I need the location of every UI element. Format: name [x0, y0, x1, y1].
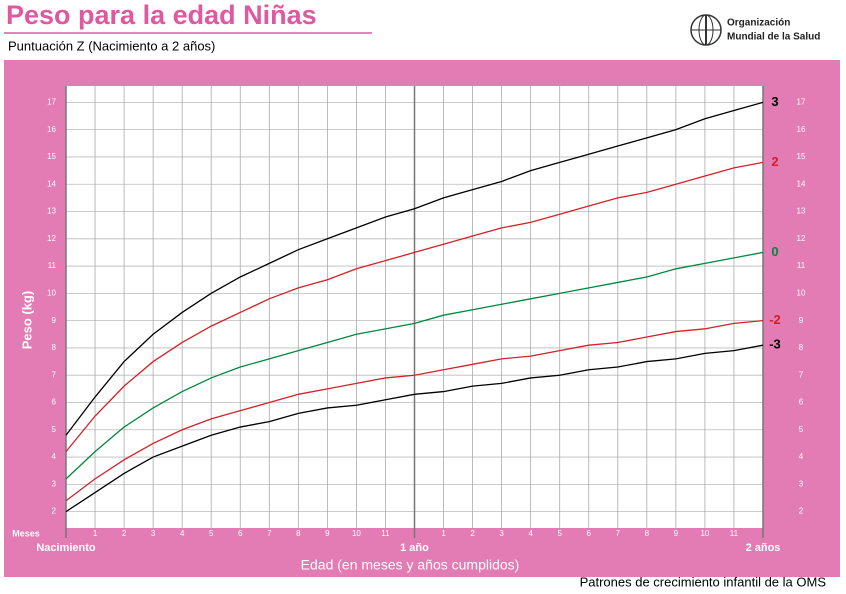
y-tick-label: 2 — [799, 507, 804, 516]
x-tick-label: 8 — [645, 529, 650, 538]
y-tick-label: 17 — [797, 97, 806, 106]
y-tick-label: 5 — [799, 425, 804, 434]
y-tick-label: 15 — [47, 152, 56, 161]
y-tick-label: 10 — [47, 288, 56, 297]
y-tick-label: 16 — [797, 125, 806, 134]
y-tick-label: 6 — [799, 398, 804, 407]
y-tick-label: 3 — [799, 479, 804, 488]
x-tick-label: 7 — [616, 529, 621, 538]
x-tick-label: 4 — [528, 529, 533, 538]
x-tick-label: 3 — [151, 529, 156, 538]
org-name: Mundial de la Salud — [727, 32, 820, 43]
y-tick-label: 9 — [799, 316, 804, 325]
x-tick-label: 9 — [674, 529, 679, 538]
y-tick-label: 14 — [47, 179, 56, 188]
y-tick-label: 13 — [47, 207, 56, 216]
y-tick-label: 8 — [799, 343, 804, 352]
org-name: Organización — [727, 18, 790, 29]
x-tick-label: 9 — [325, 529, 330, 538]
year-tick-label: 2 años — [746, 542, 781, 554]
x-tick-label: 5 — [209, 529, 214, 538]
x-tick-label: 10 — [700, 529, 709, 538]
x-tick-label: 2 — [122, 529, 127, 538]
y-tick-label: 14 — [797, 179, 806, 188]
y-tick-label: 17 — [47, 97, 56, 106]
series-label: 3 — [771, 94, 778, 109]
y-tick-label: 3 — [52, 479, 57, 488]
series-line — [65, 251, 764, 480]
series-label: -2 — [769, 312, 781, 327]
series-line — [65, 344, 764, 513]
chart-title: Peso para la edad Niñas — [6, 0, 317, 30]
x-unit-label: Meses — [12, 528, 40, 538]
year-tick-label: Nacimiento — [36, 542, 96, 554]
y-tick-label: 4 — [799, 452, 804, 461]
x-tick-label: 4 — [180, 529, 185, 538]
y-tick-label: 8 — [52, 343, 57, 352]
x-tick-label: 7 — [267, 529, 272, 538]
series-line — [65, 319, 764, 502]
y-tick-label: 7 — [52, 370, 57, 379]
y-tick-label: 4 — [52, 452, 57, 461]
x-tick-label: 3 — [499, 529, 504, 538]
y-axis-label: Peso (kg) — [19, 291, 34, 350]
y-tick-label: 16 — [47, 125, 56, 134]
x-axis-label: Edad (en meses y años cumplidos) — [301, 557, 520, 573]
y-tick-label: 2 — [52, 507, 57, 516]
x-tick-label: 11 — [730, 529, 739, 538]
x-tick-label: 1 — [93, 529, 98, 538]
year-tick-label: 1 año — [400, 542, 429, 554]
y-tick-label: 11 — [48, 261, 57, 270]
chart-subtitle: Puntuación Z (Nacimiento a 2 años) — [8, 38, 215, 53]
series-line — [65, 101, 764, 436]
x-tick-label: 8 — [296, 529, 301, 538]
who-logo — [690, 14, 722, 46]
y-tick-label: 12 — [47, 234, 56, 243]
y-tick-label: 13 — [797, 207, 806, 216]
series-line — [65, 161, 764, 453]
series-label: 0 — [771, 244, 778, 259]
footer: Patrones de crecimiento infantil de la O… — [580, 574, 827, 589]
grid — [65, 86, 764, 538]
series-label: 2 — [771, 154, 778, 169]
y-tick-label: 10 — [797, 288, 806, 297]
x-tick-label: 6 — [587, 529, 592, 538]
y-tick-label: 7 — [799, 370, 804, 379]
series-group — [65, 101, 764, 513]
x-tick-label: 6 — [238, 529, 243, 538]
x-tick-label: 5 — [557, 529, 562, 538]
y-tick-label: 5 — [52, 425, 57, 434]
x-tick-label: 1 — [441, 529, 446, 538]
x-tick-label: 2 — [470, 529, 475, 538]
x-tick-label: 11 — [381, 529, 390, 538]
y-tick-label: 12 — [797, 234, 806, 243]
y-tick-label: 6 — [52, 398, 57, 407]
y-tick-label: 9 — [52, 316, 57, 325]
y-tick-label: 15 — [797, 152, 806, 161]
series-label: -3 — [769, 337, 781, 352]
x-tick-label: 10 — [352, 529, 361, 538]
y-tick-label: 11 — [797, 261, 806, 270]
